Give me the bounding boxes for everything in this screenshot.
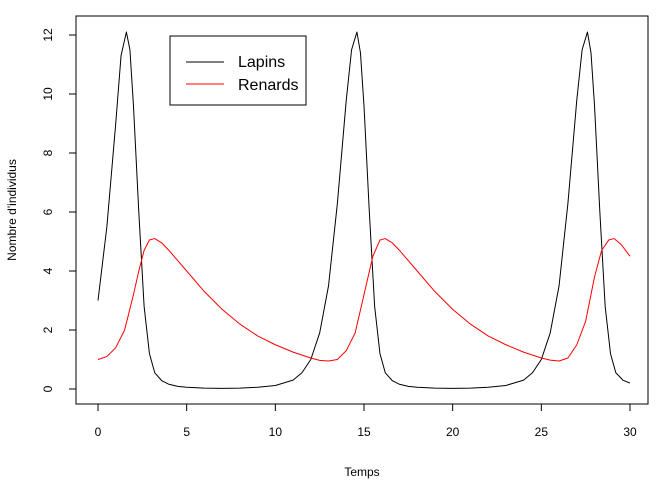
legend-box [169, 35, 307, 106]
x-tick-label: 30 [623, 425, 637, 439]
y-tick-label: 2 [41, 326, 55, 333]
y-axis-title: Nombre d'individus [5, 159, 19, 261]
x-tick-label: 15 [357, 425, 371, 439]
x-tick-label: 20 [446, 425, 460, 439]
x-tick-label: 5 [183, 425, 190, 439]
y-tick-label: 4 [41, 267, 55, 274]
y-tick-label: 0 [41, 385, 55, 392]
series-layer [97, 31, 631, 389]
x-tick-label: 25 [535, 425, 549, 439]
x-tick-label: 0 [95, 425, 102, 439]
series-line-lapins [97, 31, 631, 389]
y-tick-label: 12 [41, 28, 55, 42]
y-tick-label: 10 [41, 87, 55, 101]
x-tick-label: 10 [269, 425, 283, 439]
y-tick-label: 8 [41, 149, 55, 156]
y-axis: 0 2 4 6 8 10 12 [41, 28, 77, 392]
y-tick-label: 6 [41, 208, 55, 215]
x-axis-title: Temps [344, 465, 379, 479]
legend-label-lapins: Lapins [238, 54, 285, 71]
legend: Lapins Renards [169, 35, 307, 106]
legend-label-renards: Renards [238, 77, 298, 94]
series-line-renards [97, 238, 631, 362]
x-axis: 0 5 10 15 20 25 30 [95, 403, 637, 439]
